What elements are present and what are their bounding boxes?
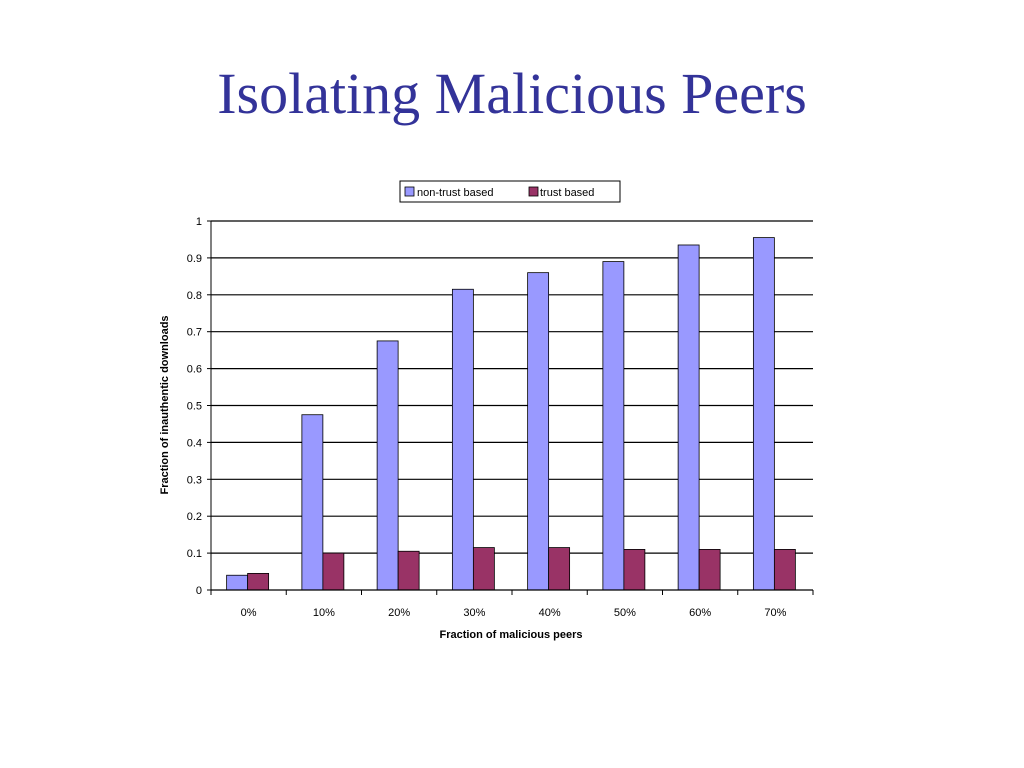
bar-trust [322, 552, 345, 591]
legend-swatch-trust [528, 186, 539, 197]
x-tick-label: 10% [313, 607, 335, 619]
axes [210, 221, 814, 595]
bar-trust [247, 572, 270, 591]
gridlines [207, 220, 813, 591]
y-tick-label: 0.5 [187, 401, 202, 413]
legend-label-trust: trust based [540, 187, 594, 199]
x-tick-label: 70% [764, 607, 786, 619]
x-tick-label: 60% [689, 607, 711, 619]
bar-non-trust [451, 288, 474, 591]
bar-trust [773, 549, 796, 591]
y-tick-label: 0 [196, 585, 202, 597]
x-tick-labels: 0% 10% 20% 30% 40% 50% 60% 70% [241, 607, 787, 619]
legend-box [399, 180, 621, 203]
x-tick-label: 50% [614, 607, 636, 619]
legend: non-trust based trust based [399, 180, 621, 203]
y-tick-label: 0.7 [187, 327, 202, 339]
y-tick-labels: 0 0.1 0.2 0.3 0.4 0.5 0.6 0.7 0.8 0.9 1 [187, 216, 202, 597]
y-tick-label: 1 [196, 216, 202, 228]
bar-non-trust [301, 414, 324, 591]
legend-label-non-trust: non-trust based [417, 187, 493, 199]
bar-non-trust [527, 272, 550, 591]
bar-non-trust [602, 261, 625, 591]
y-axis-title: Fraction of inauthentic downloads [159, 315, 171, 494]
legend-swatch-non-trust [404, 186, 415, 197]
bar-trust [623, 549, 646, 591]
bar-trust [548, 547, 571, 591]
y-tick-label: 0.3 [187, 474, 202, 486]
x-tick-label: 30% [463, 607, 485, 619]
bar-trust [397, 550, 420, 591]
x-tick-label: 40% [539, 607, 561, 619]
bar-non-trust [376, 340, 399, 591]
slide-title: Isolating Malicious Peers [217, 61, 807, 126]
x-tick-label: 0% [241, 607, 257, 619]
bar-trust [472, 547, 495, 591]
x-axis-title: Fraction of malicious peers [439, 629, 582, 641]
y-tick-label: 0.4 [187, 437, 202, 449]
bar-trust [698, 549, 721, 591]
bar-non-trust [677, 244, 700, 591]
y-tick-label: 0.6 [187, 364, 202, 376]
bar-non-trust [226, 574, 249, 591]
bar-non-trust [752, 237, 775, 591]
x-tick-label: 20% [388, 607, 410, 619]
y-tick-label: 0.2 [187, 511, 202, 523]
y-tick-label: 0.9 [187, 253, 202, 265]
y-tick-label: 0.1 [187, 548, 202, 560]
y-tick-label: 0.8 [187, 290, 202, 302]
bars [226, 237, 796, 591]
